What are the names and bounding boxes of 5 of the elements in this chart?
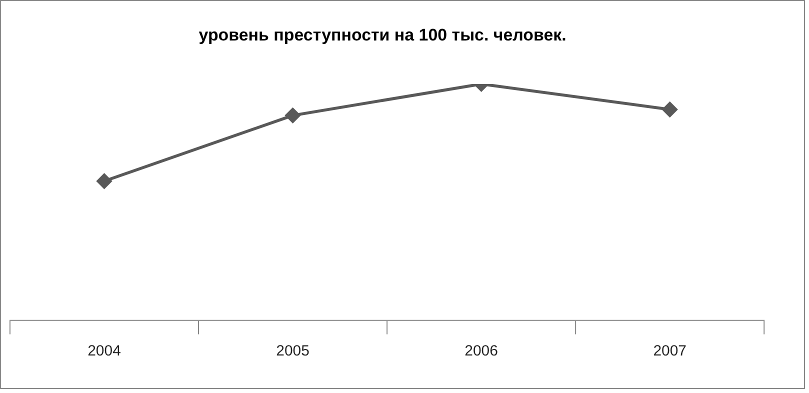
x-tick-label: 2006 [464, 342, 498, 360]
x-tick-label: 2005 [276, 342, 310, 360]
x-tick-label: 2007 [653, 342, 686, 360]
chart-title: уровень преступности на 100 тыс. человек. [198, 26, 566, 45]
x-tick-label: 2004 [88, 342, 121, 360]
